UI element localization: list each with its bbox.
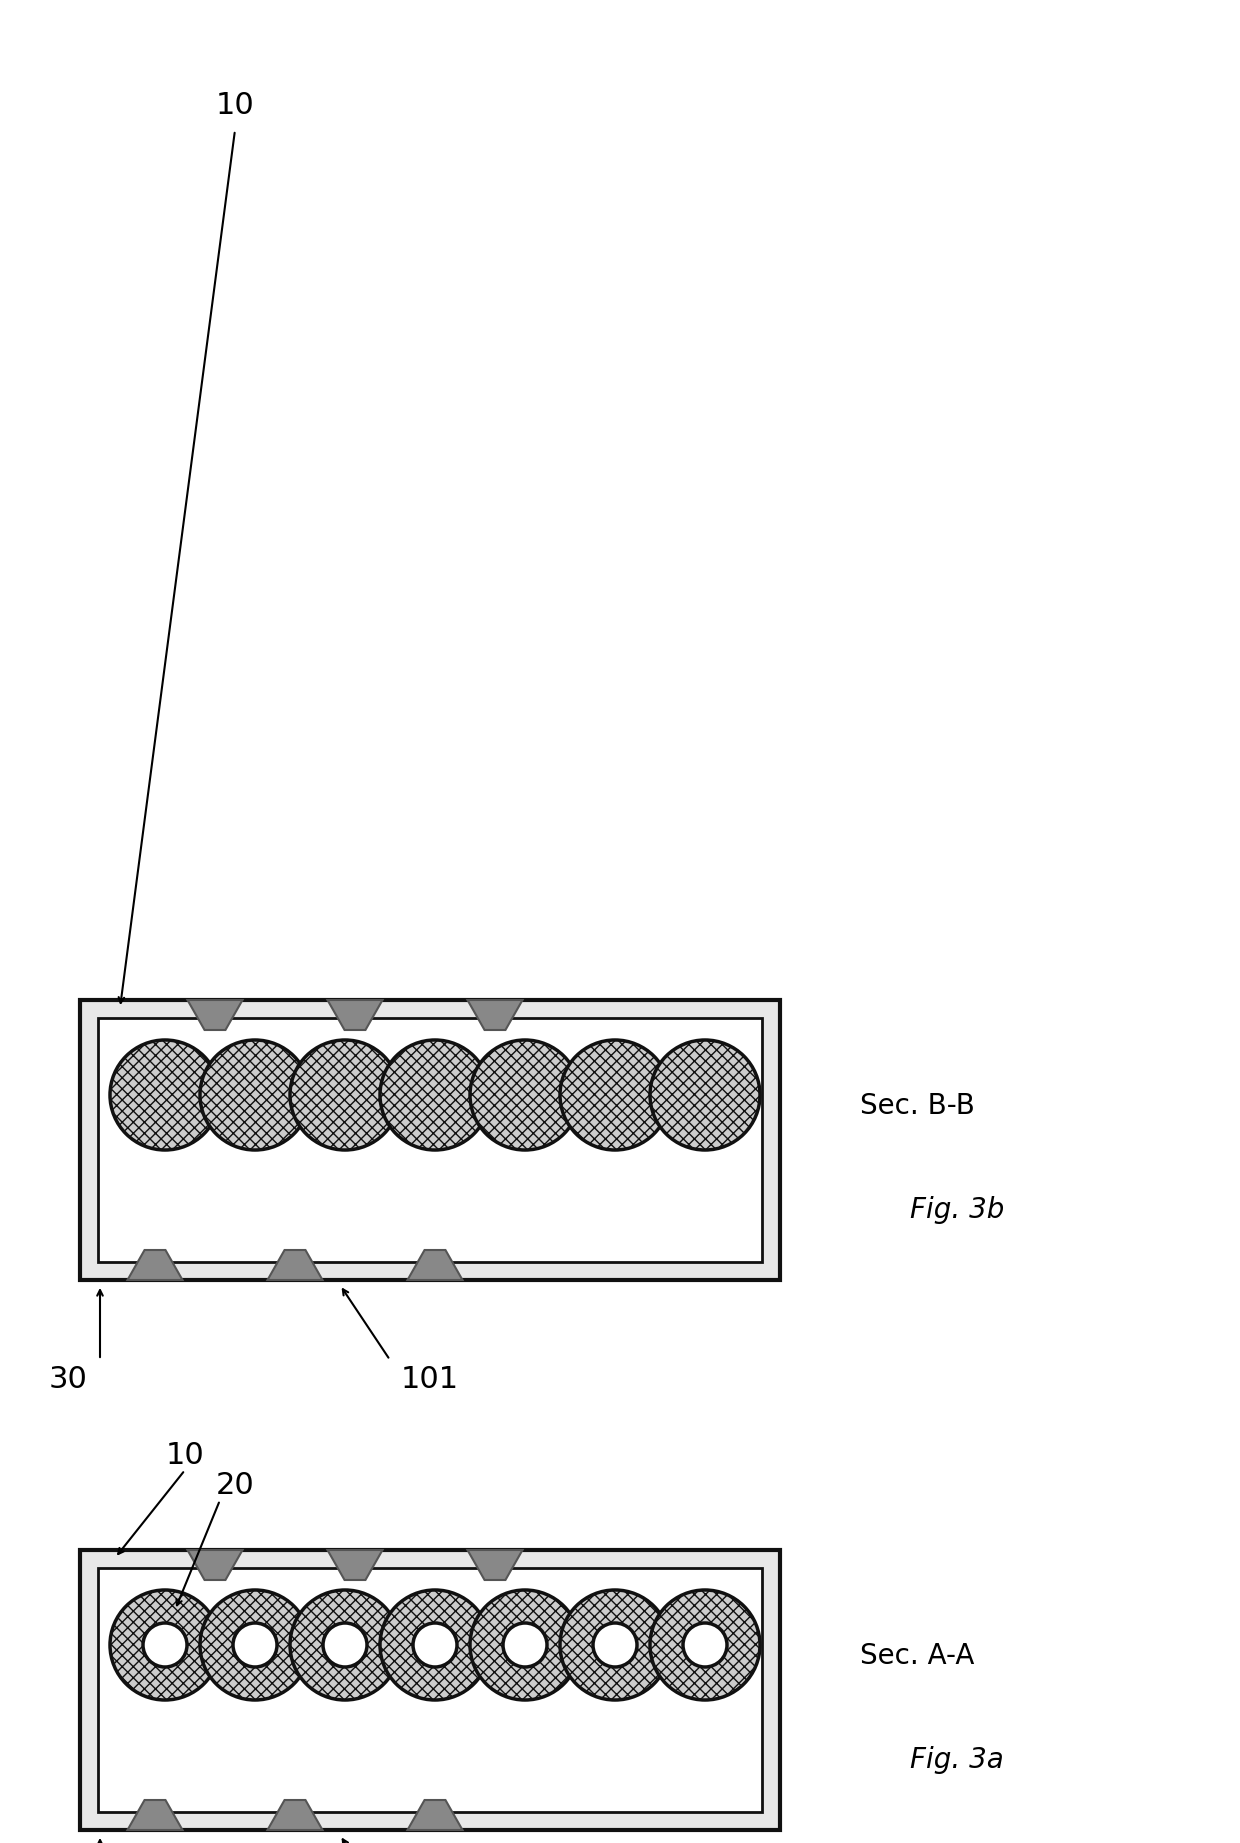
Text: 10: 10: [216, 90, 254, 120]
Bar: [81, 1001, 780, 1281]
Polygon shape: [187, 1001, 243, 1030]
Ellipse shape: [683, 1624, 727, 1668]
Polygon shape: [467, 1001, 522, 1030]
Ellipse shape: [650, 1591, 760, 1699]
Text: Sec. A-A: Sec. A-A: [861, 1642, 975, 1670]
Bar: [98, 1568, 763, 1812]
Text: 30: 30: [48, 1366, 88, 1395]
Bar: [81, 1550, 780, 1830]
Text: Fig. 3a: Fig. 3a: [910, 1745, 1003, 1775]
Text: Fig. 3b: Fig. 3b: [910, 1196, 1004, 1224]
Ellipse shape: [413, 1624, 458, 1668]
Ellipse shape: [200, 1039, 310, 1150]
Ellipse shape: [503, 1624, 547, 1668]
Text: 20: 20: [216, 1471, 254, 1500]
Polygon shape: [187, 1550, 243, 1579]
Ellipse shape: [233, 1624, 277, 1668]
Ellipse shape: [593, 1624, 637, 1668]
Ellipse shape: [560, 1039, 670, 1150]
Bar: [98, 1017, 763, 1262]
Ellipse shape: [143, 1624, 187, 1668]
Polygon shape: [268, 1801, 322, 1830]
Ellipse shape: [379, 1591, 490, 1699]
Text: 10: 10: [166, 1441, 205, 1469]
Ellipse shape: [110, 1039, 219, 1150]
Ellipse shape: [290, 1591, 401, 1699]
Ellipse shape: [200, 1591, 310, 1699]
Text: Sec. B-B: Sec. B-B: [861, 1093, 975, 1121]
Text: 101: 101: [401, 1366, 459, 1395]
Polygon shape: [408, 1250, 463, 1281]
Polygon shape: [408, 1801, 463, 1830]
Polygon shape: [128, 1250, 182, 1281]
Polygon shape: [128, 1801, 182, 1830]
Ellipse shape: [470, 1591, 580, 1699]
Polygon shape: [327, 1550, 382, 1579]
Polygon shape: [467, 1550, 522, 1579]
Ellipse shape: [110, 1591, 219, 1699]
Polygon shape: [327, 1001, 382, 1030]
Ellipse shape: [650, 1039, 760, 1150]
Ellipse shape: [560, 1591, 670, 1699]
Ellipse shape: [322, 1624, 367, 1668]
Ellipse shape: [290, 1039, 401, 1150]
Polygon shape: [268, 1250, 322, 1281]
Ellipse shape: [470, 1039, 580, 1150]
Ellipse shape: [379, 1039, 490, 1150]
